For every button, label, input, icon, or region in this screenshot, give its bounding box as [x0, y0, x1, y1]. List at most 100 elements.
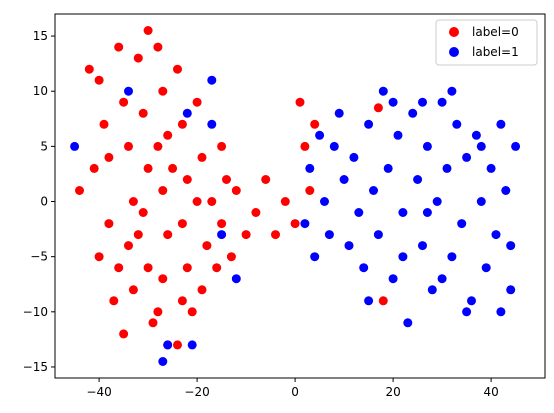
point-label-0-53 [295, 97, 305, 107]
point-label-0-36 [173, 340, 182, 350]
point-label-1-62 [462, 307, 472, 317]
point-label-1-24 [369, 186, 378, 195]
point-label-1-3 [207, 75, 217, 85]
point-label-0-17 [143, 163, 153, 173]
point-label-1-28 [388, 274, 398, 284]
point-label-1-50 [496, 119, 506, 129]
point-label-1-34 [418, 241, 427, 251]
x-tick-label: 40 [483, 385, 498, 399]
point-label-1-32 [408, 108, 418, 118]
point-label-0-52 [290, 219, 300, 229]
point-label-1-20 [349, 152, 359, 162]
point-label-0-3 [99, 119, 109, 129]
point-label-1-11 [305, 163, 315, 173]
point-label-0-31 [177, 119, 187, 129]
point-label-0-0 [75, 186, 84, 195]
point-label-0-28 [153, 307, 163, 317]
y-tick-label: 0 [40, 195, 48, 209]
point-label-1-31 [403, 318, 413, 328]
point-label-1-46 [476, 197, 486, 206]
point-label-0-33 [177, 219, 187, 229]
point-label-0-30 [173, 64, 182, 74]
point-label-0-13 [128, 285, 138, 295]
point-label-0-25 [158, 186, 168, 195]
point-label-0-6 [94, 252, 104, 262]
point-label-0-16 [138, 108, 148, 118]
point-label-0-8 [114, 42, 124, 52]
point-label-0-38 [197, 152, 207, 162]
point-label-1-56 [447, 86, 457, 96]
point-label-0-26 [163, 230, 173, 240]
point-label-0-23 [158, 86, 168, 96]
legend-label-0: label=0 [472, 25, 519, 39]
point-label-0-15 [133, 53, 143, 63]
point-label-0-50 [271, 230, 280, 240]
point-label-0-42 [217, 141, 227, 151]
point-label-0-11 [128, 197, 138, 206]
point-label-0-44 [217, 219, 227, 229]
point-label-0-64 [212, 263, 222, 273]
point-label-1-7 [163, 340, 173, 350]
point-label-0-37 [192, 97, 202, 107]
point-label-0-41 [197, 285, 207, 295]
point-label-0-58 [114, 263, 124, 273]
point-label-1-58 [388, 97, 398, 107]
point-label-1-10 [300, 219, 310, 229]
plot-frame [54, 13, 546, 379]
point-label-0-51 [280, 197, 290, 206]
point-label-1-27 [383, 163, 393, 173]
point-label-0-18 [138, 208, 148, 217]
point-label-1-36 [427, 285, 437, 295]
point-label-1-26 [378, 86, 388, 96]
point-label-1-59 [364, 296, 374, 306]
y-tick-label: 10 [33, 84, 48, 98]
point-label-0-60 [153, 141, 163, 151]
point-label-1-1 [124, 86, 133, 96]
point-label-0-34 [182, 263, 192, 273]
x-axis: −40 −20 0 20 40 [86, 378, 499, 399]
y-tick-label: 5 [40, 139, 48, 153]
points-layer [70, 26, 521, 366]
point-label-0-32 [182, 175, 192, 184]
point-label-1-47 [481, 263, 491, 273]
point-label-1-54 [506, 285, 516, 295]
point-label-1-19 [344, 241, 354, 251]
point-label-1-18 [339, 175, 349, 184]
y-tick-label: 15 [33, 29, 48, 43]
point-label-0-10 [124, 141, 133, 151]
point-label-1-45 [471, 130, 481, 140]
point-label-1-52 [506, 241, 516, 251]
point-label-1-60 [398, 252, 408, 262]
point-label-0-54 [300, 141, 310, 151]
point-label-1-9 [158, 357, 168, 366]
point-label-1-15 [324, 230, 334, 240]
point-label-0-47 [241, 230, 251, 240]
point-label-1-0 [70, 141, 80, 151]
point-label-1-5 [217, 230, 227, 240]
point-label-0-5 [104, 219, 114, 229]
point-label-1-44 [467, 296, 476, 306]
point-label-1-12 [310, 252, 320, 262]
x-tick-label: 20 [385, 385, 400, 399]
point-label-0-62 [187, 307, 197, 317]
point-label-1-30 [398, 208, 408, 217]
point-label-0-66 [378, 296, 388, 306]
point-label-0-57 [104, 152, 114, 162]
point-label-0-43 [222, 175, 231, 184]
point-label-1-41 [452, 119, 462, 129]
legend-box [435, 19, 538, 66]
point-label-1-29 [393, 130, 403, 140]
point-label-1-40 [447, 252, 457, 262]
point-label-0-40 [202, 241, 212, 251]
point-label-1-39 [442, 163, 452, 173]
point-label-1-21 [354, 208, 364, 217]
point-label-1-16 [329, 141, 339, 151]
point-label-0-2 [94, 75, 104, 85]
point-label-1-23 [364, 119, 374, 129]
legend-label-1: label=1 [472, 45, 519, 59]
point-label-0-4 [89, 163, 99, 173]
point-label-0-45 [226, 252, 236, 262]
point-label-0-56 [310, 119, 320, 129]
point-label-1-53 [511, 141, 521, 151]
